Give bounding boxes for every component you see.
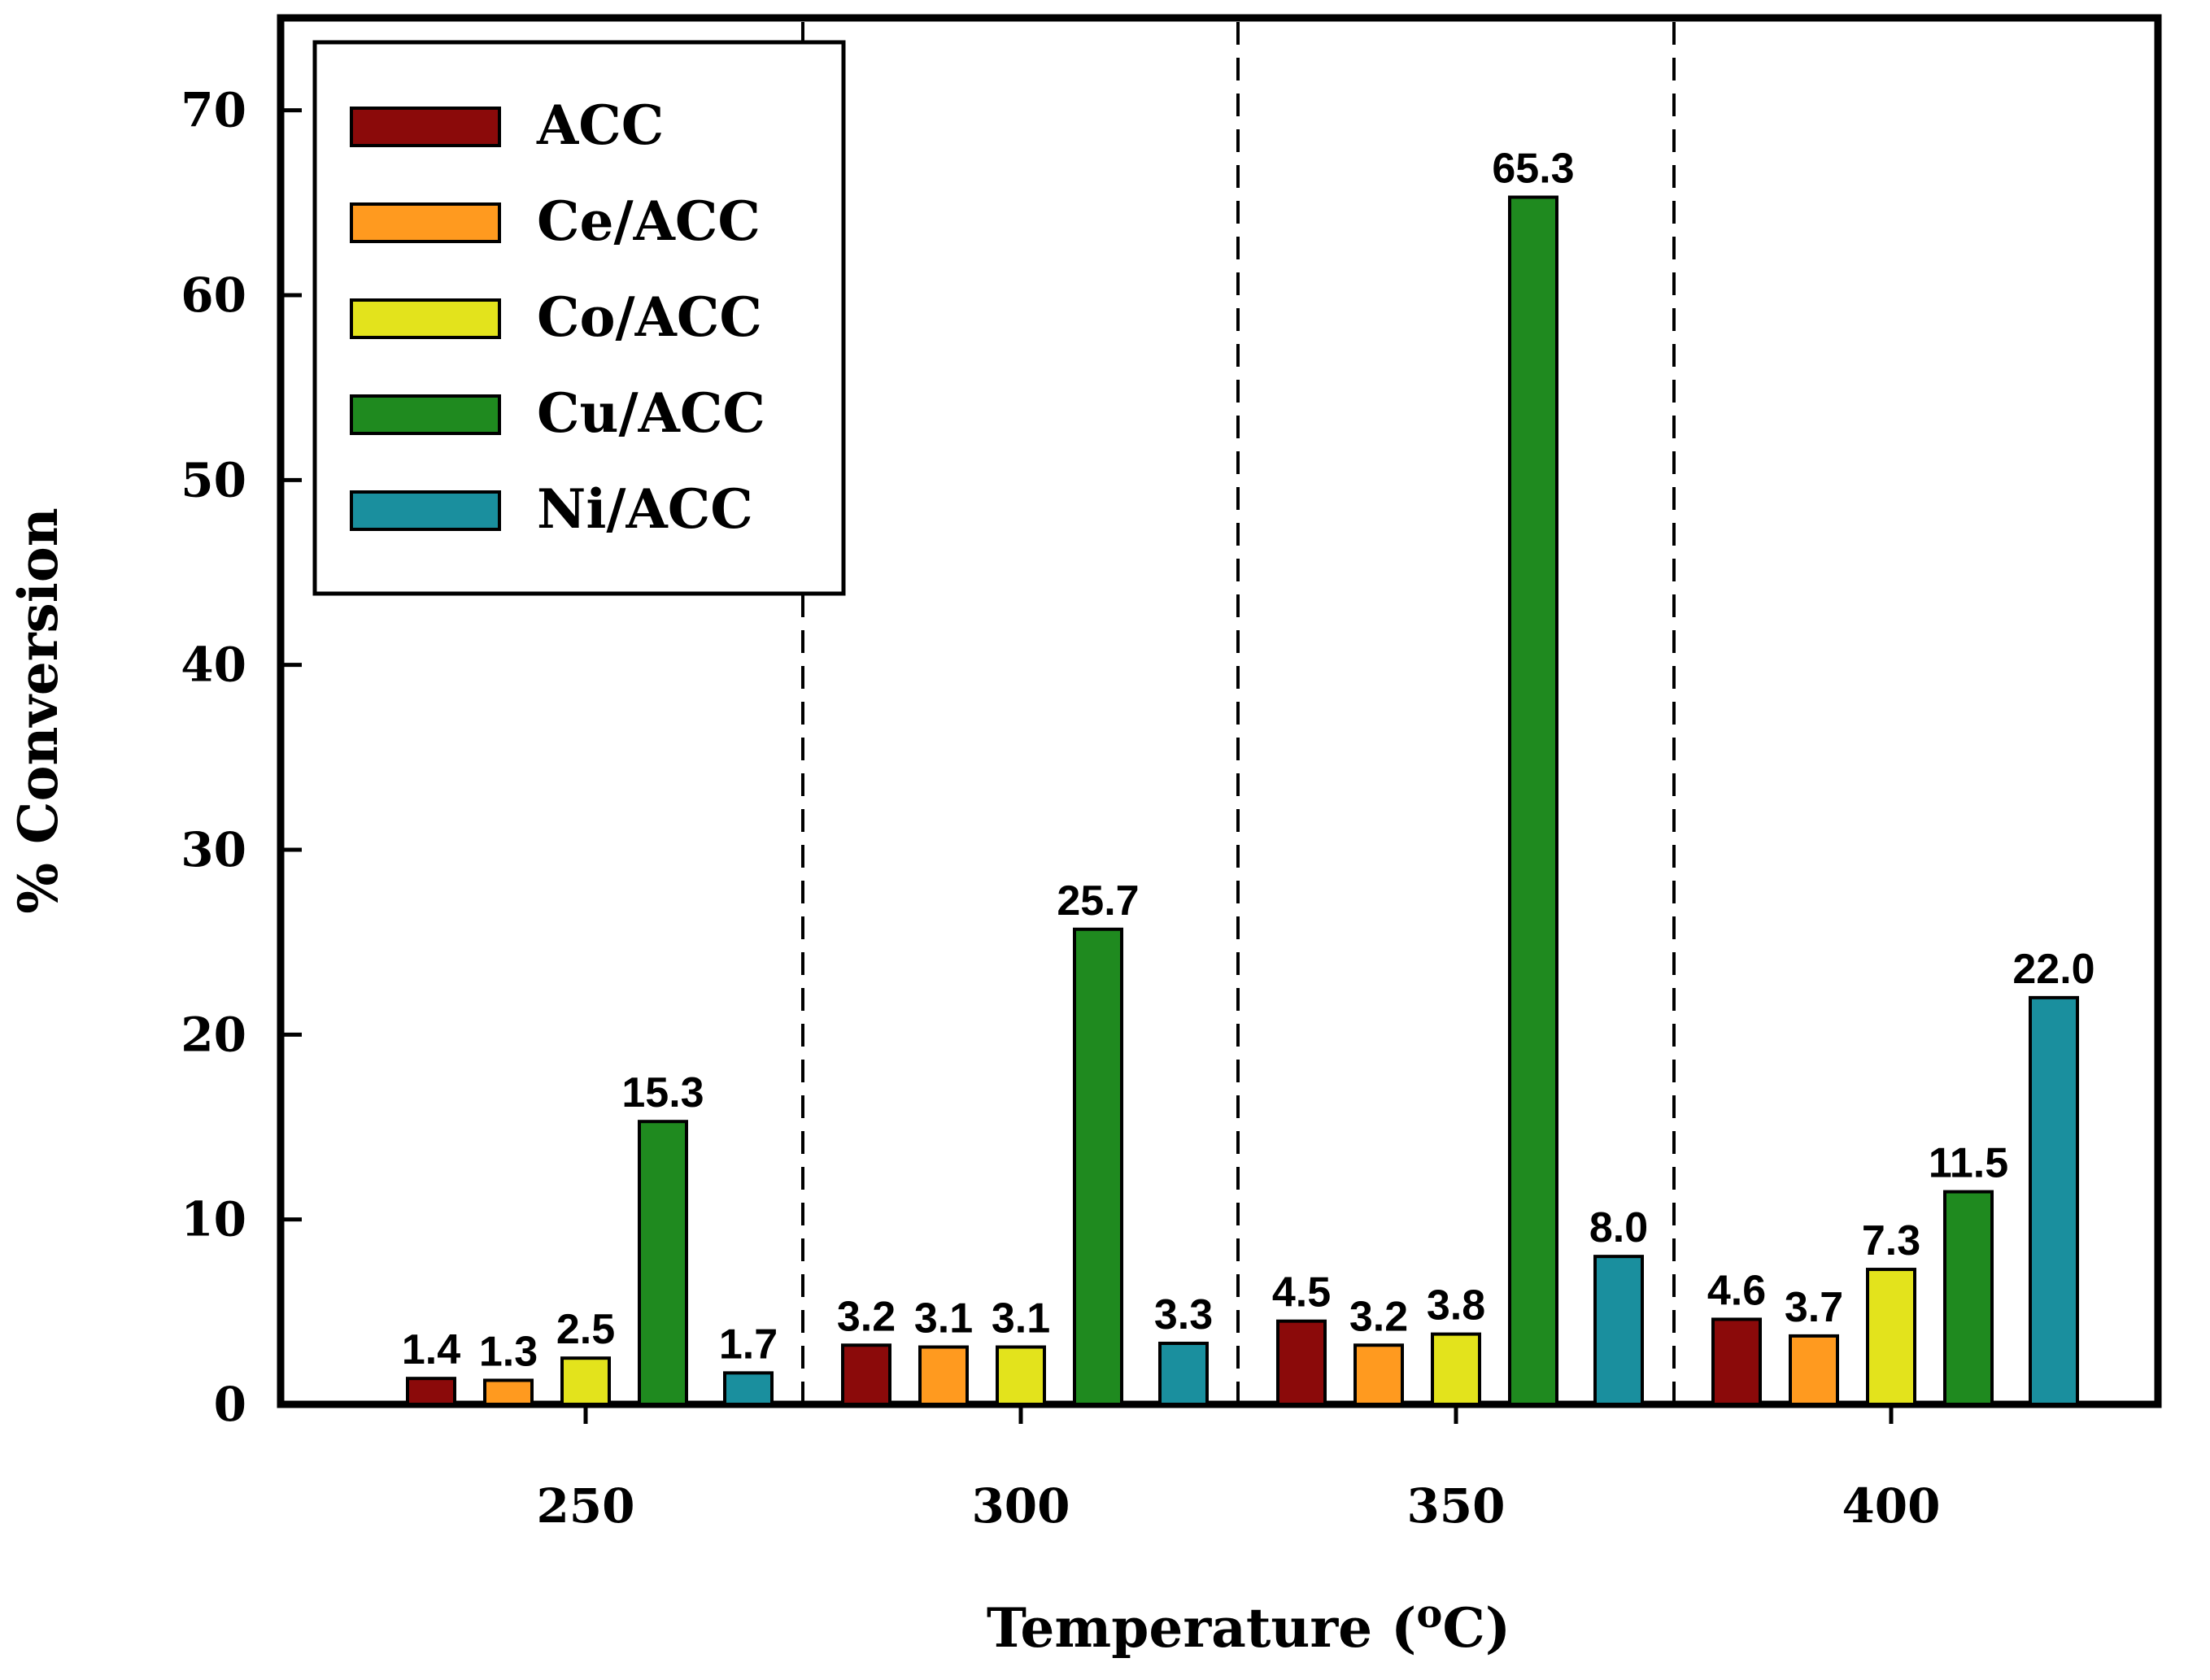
data-label: 7.3 [1862, 1217, 1920, 1264]
data-label: 3.7 [1785, 1284, 1843, 1331]
data-label: 3.2 [1349, 1293, 1408, 1340]
x-axis-title: Temperature (oC) [987, 1591, 1510, 1660]
bar-acc-250 [406, 1377, 456, 1407]
y-tick-label: 70 [181, 83, 246, 138]
y-axis: 0 10 20 30 40 50 60 70 [181, 83, 302, 1432]
data-label: 22.0 [2012, 946, 2094, 993]
x-tick-label: 400 [1842, 1478, 1940, 1534]
data-label: 3.3 [1154, 1291, 1213, 1338]
bar-acc-300 [841, 1343, 891, 1406]
y-axis-title: % Conversion [7, 507, 70, 914]
legend-swatch [350, 490, 501, 531]
bar-co-acc-350 [1431, 1332, 1481, 1406]
legend-swatch [350, 394, 501, 435]
data-label: 4.6 [1707, 1267, 1766, 1314]
data-label: 1.3 [479, 1328, 538, 1375]
data-label: 11.5 [1929, 1140, 2008, 1187]
legend-label: ACC [536, 94, 664, 157]
bar-ni-acc-350 [1593, 1255, 1644, 1406]
bar-ce-acc-400 [1789, 1334, 1839, 1407]
bar-cu-acc-250 [638, 1120, 688, 1407]
legend-swatch [350, 202, 501, 243]
y-tick-label: 50 [181, 452, 246, 507]
data-label: 3.1 [914, 1295, 973, 1343]
data-label: 4.5 [1272, 1269, 1331, 1317]
x-axis: 250 300 350 400 [536, 1404, 1941, 1534]
y-tick-label: 60 [181, 268, 246, 323]
bar-ni-acc-400 [2029, 995, 2079, 1407]
x-axis-title-unit: C) [1442, 1596, 1510, 1660]
data-label: 1.4 [402, 1326, 460, 1373]
bar-cu-acc-400 [1943, 1190, 1994, 1406]
y-tick-label: 0 [214, 1377, 246, 1432]
x-tick-label: 350 [1406, 1478, 1505, 1534]
x-tick-label: 300 [971, 1478, 1070, 1534]
x-tick-label: 250 [536, 1478, 634, 1534]
y-tick-label: 10 [181, 1192, 246, 1247]
x-axis-title-text: Temperature ( [987, 1596, 1416, 1660]
data-label: 3.1 [992, 1295, 1050, 1343]
bar-ni-acc-250 [723, 1371, 774, 1407]
data-label: 65.3 [1492, 146, 1574, 193]
bar-ce-acc-350 [1353, 1343, 1404, 1406]
bar-acc-400 [1711, 1317, 1762, 1406]
legend-label: Ni/ACC [537, 477, 753, 541]
data-label: 2.5 [556, 1306, 615, 1353]
data-label: 1.7 [719, 1321, 778, 1368]
y-tick-label: 40 [181, 638, 246, 693]
bar-co-acc-250 [560, 1356, 611, 1406]
bars [406, 195, 2079, 1407]
bar-ni-acc-300 [1158, 1341, 1209, 1406]
bar-cu-acc-350 [1508, 195, 1558, 1407]
legend-swatch [350, 107, 501, 147]
data-labels: 1.4 3.2 4.5 4.6 1.3 3.1 3.2 3.7 2.5 3.1 3.8 7.3 15.3… [402, 146, 2095, 1376]
y-tick-label: 20 [181, 1007, 246, 1062]
data-label: 3.2 [837, 1293, 896, 1340]
bar-cu-acc-300 [1073, 927, 1123, 1406]
legend: ACC Ce/ACC Co/ACC Cu/ACC Ni/ACC [312, 40, 846, 596]
bar-co-acc-400 [1866, 1268, 1916, 1406]
data-label: 25.7 [1057, 877, 1139, 925]
bar-ce-acc-300 [918, 1345, 969, 1406]
data-label: 3.8 [1427, 1282, 1485, 1330]
data-label: 8.0 [1589, 1204, 1648, 1251]
bar-ce-acc-250 [483, 1378, 534, 1406]
x-axis-title-superscript: o [1416, 1591, 1442, 1637]
y-tick-label: 30 [181, 822, 246, 877]
bar-acc-350 [1276, 1319, 1327, 1406]
legend-label: Co/ACC [537, 285, 762, 349]
legend-items: ACC Ce/ACC Co/ACC Cu/ACC Ni/ACC [350, 94, 765, 541]
bar-co-acc-300 [996, 1345, 1046, 1406]
legend-label: Cu/ACC [537, 381, 765, 445]
data-label: 15.3 [621, 1069, 704, 1116]
legend-label: Ce/ACC [537, 189, 761, 253]
legend-swatch [350, 298, 501, 339]
